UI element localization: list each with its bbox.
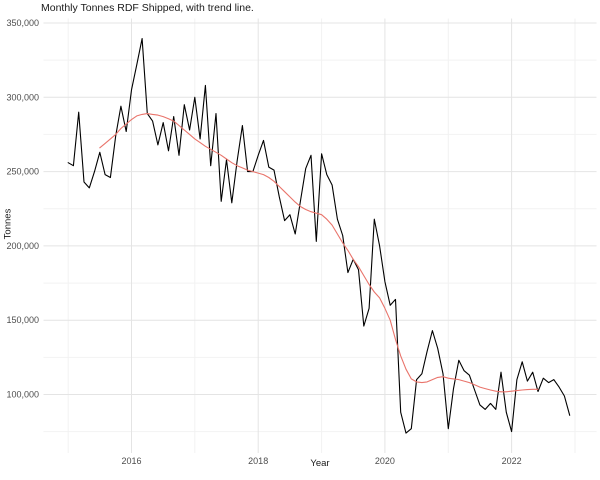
trend-series-line (99, 113, 539, 393)
x-tick-label: 2016 (121, 456, 141, 466)
x-tick-label: 2020 (375, 456, 395, 466)
y-tick-label: 150,000 (6, 315, 39, 325)
x-tick-label: 2018 (248, 456, 268, 466)
y-axis-title: Tonnes (2, 208, 14, 240)
y-tick-label: 250,000 (6, 167, 39, 177)
y-tick-label: 350,000 (6, 18, 39, 28)
y-tick-label: 200,000 (6, 241, 39, 251)
chart-title: Monthly Tonnes RDF Shipped, with trend l… (41, 2, 254, 14)
y-tick-label: 300,000 (6, 92, 39, 102)
x-tick-label: 2022 (502, 456, 522, 466)
x-axis-title: Year (310, 458, 330, 469)
y-tick-label: 100,000 (6, 390, 39, 400)
monthly-series-line (67, 38, 571, 434)
